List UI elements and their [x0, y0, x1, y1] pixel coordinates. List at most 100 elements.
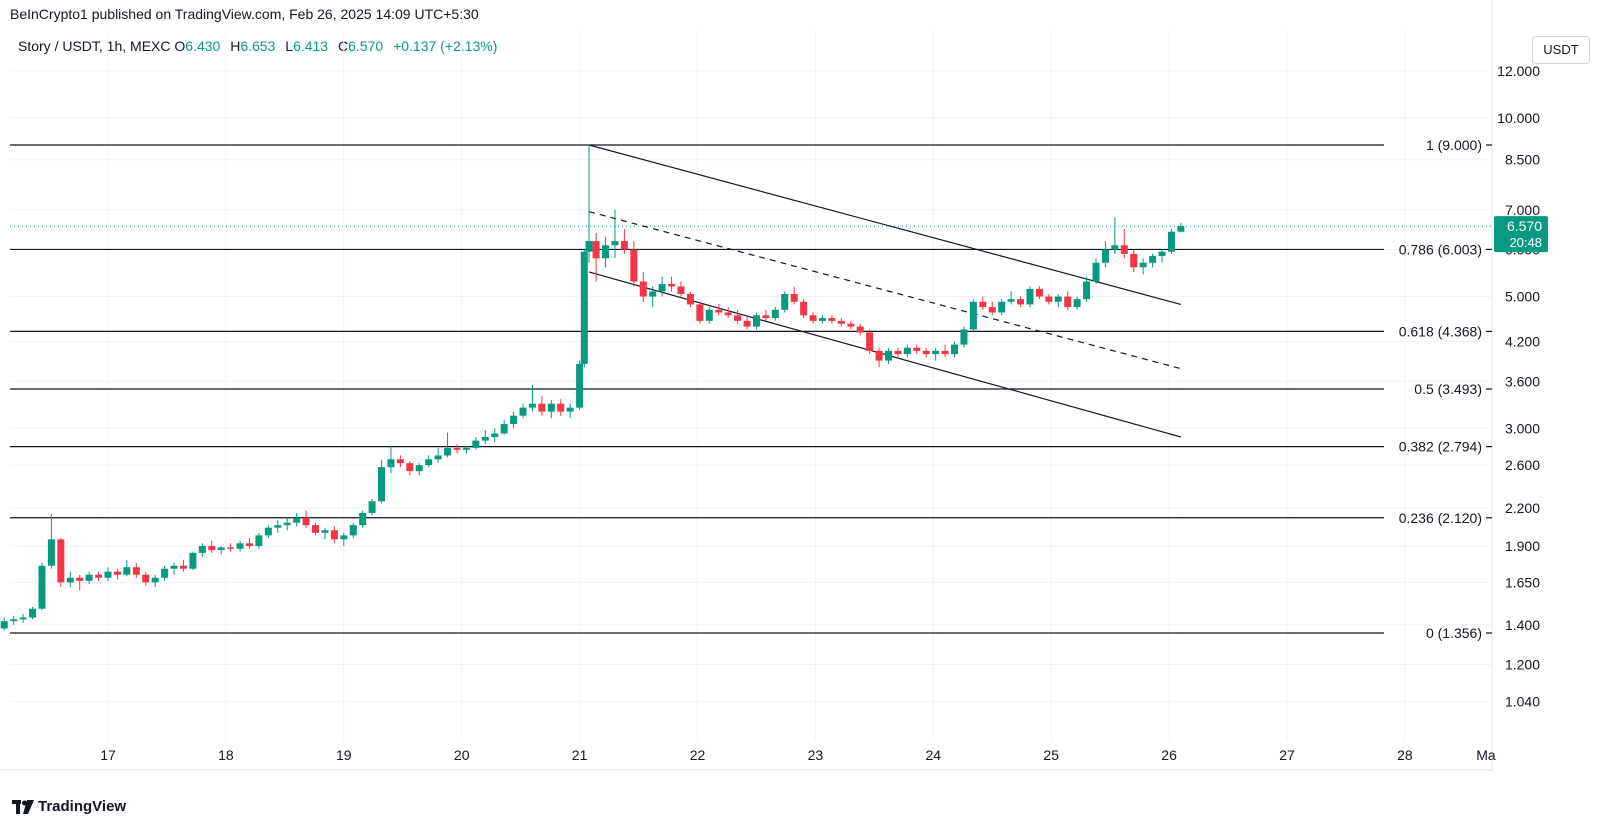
candle-body	[979, 301, 987, 308]
candle-body	[762, 315, 770, 319]
channel-middle-line	[588, 211, 1182, 370]
candle-body	[481, 437, 489, 441]
candle-body	[104, 571, 112, 578]
y-tick-label: 2.200	[1505, 500, 1540, 516]
x-tick-label: 17	[100, 747, 116, 763]
candle-body	[472, 440, 480, 448]
candle-body	[686, 293, 694, 305]
tradingview-brand: TradingView	[38, 798, 127, 815]
candle-body	[1073, 299, 1081, 308]
candle-body	[312, 525, 320, 533]
fib-level-label: 0.236 (2.120)	[1399, 510, 1482, 526]
candle-body	[227, 547, 235, 549]
candle-body	[170, 565, 178, 569]
x-tick-label: 21	[572, 747, 588, 763]
candle-body	[434, 455, 442, 460]
candle-body	[837, 320, 845, 324]
candle-body	[208, 546, 216, 551]
y-tick-label: 1.040	[1505, 693, 1540, 709]
candle-body	[274, 525, 282, 528]
candle-body	[179, 565, 187, 569]
candle-body	[387, 459, 395, 468]
candle-body	[264, 527, 272, 536]
channel-upper-line	[588, 144, 1182, 305]
candle-body	[1130, 253, 1138, 268]
candle-body	[696, 304, 704, 321]
candle-body	[368, 501, 376, 513]
candle-body	[866, 332, 874, 351]
candle-body	[217, 547, 225, 551]
candle-body	[161, 568, 169, 578]
candle-body	[566, 407, 574, 412]
close-label: C	[338, 38, 349, 54]
candle-body	[941, 350, 949, 355]
y-tick-label: 1.650	[1505, 574, 1540, 590]
candle-body	[349, 525, 357, 536]
candle-body	[113, 571, 121, 575]
candle-body	[302, 517, 310, 526]
candle-body	[396, 459, 404, 464]
x-tick-label: 19	[336, 747, 352, 763]
candle-body	[1007, 299, 1015, 302]
candle-body	[585, 241, 593, 252]
candle-body	[894, 350, 902, 355]
candle-body	[969, 301, 977, 330]
candle-body	[151, 577, 159, 583]
fib-level-label: 0.382 (2.794)	[1399, 439, 1482, 455]
candle-body	[988, 307, 996, 313]
open-value: 6.430	[185, 38, 221, 54]
candle-body	[1101, 249, 1109, 263]
candle-body	[932, 350, 940, 355]
candle-body	[95, 574, 103, 578]
candle-body	[425, 459, 433, 466]
x-tick-label: 25	[1043, 747, 1059, 763]
candle-body	[771, 309, 779, 319]
x-tick-label: 23	[808, 747, 824, 763]
candle-body	[705, 309, 713, 321]
x-tick-label: 20	[454, 747, 470, 763]
candle-body	[189, 552, 197, 569]
y-tick-label: 5.000	[1505, 289, 1540, 305]
candle-body	[245, 543, 253, 547]
candle-body	[406, 463, 414, 472]
candle-body	[847, 323, 855, 327]
candle-body	[922, 350, 930, 355]
candle-body	[557, 403, 565, 412]
current-price-label: 6.570	[1507, 218, 1542, 234]
candle-body	[321, 530, 329, 533]
candle-body	[293, 517, 301, 523]
candle-body	[998, 301, 1006, 313]
candle-body	[123, 567, 131, 575]
y-tick-label: 1.200	[1505, 657, 1540, 673]
currency-button[interactable]: USDT	[1532, 36, 1590, 64]
candle-body	[1054, 296, 1062, 302]
close-value: 6.570	[348, 38, 384, 54]
candle-body	[903, 347, 911, 355]
x-tick-label: 26	[1161, 747, 1177, 763]
x-tick-label: 24	[926, 747, 942, 763]
candle-body	[1083, 281, 1091, 300]
candle-body	[47, 539, 55, 566]
candle-body	[462, 447, 470, 450]
change-value: +0.137 (+2.13%)	[393, 38, 498, 54]
candle-body	[76, 577, 84, 581]
candle-body	[875, 350, 883, 361]
candle-body	[602, 245, 610, 259]
candle-body	[1092, 262, 1100, 282]
candle-body	[85, 574, 93, 581]
fib-level-label: 0.5 (3.493)	[1414, 381, 1482, 397]
candle-body	[734, 315, 742, 321]
candle-body	[491, 433, 499, 438]
y-tick-label: 1.400	[1505, 617, 1540, 633]
open-label: O	[174, 38, 186, 54]
y-tick-label: 2.600	[1505, 457, 1540, 473]
candle-body	[630, 249, 638, 282]
publish-caption: BeInCrypto1 published on TradingView.com…	[10, 6, 479, 22]
candle-body	[790, 293, 798, 302]
low-value: 6.413	[293, 38, 329, 54]
tradingview-logo: TradingView	[12, 798, 126, 815]
candle-body	[818, 318, 826, 321]
x-tick-label: Ma	[1476, 747, 1496, 763]
candle-body	[856, 326, 864, 333]
